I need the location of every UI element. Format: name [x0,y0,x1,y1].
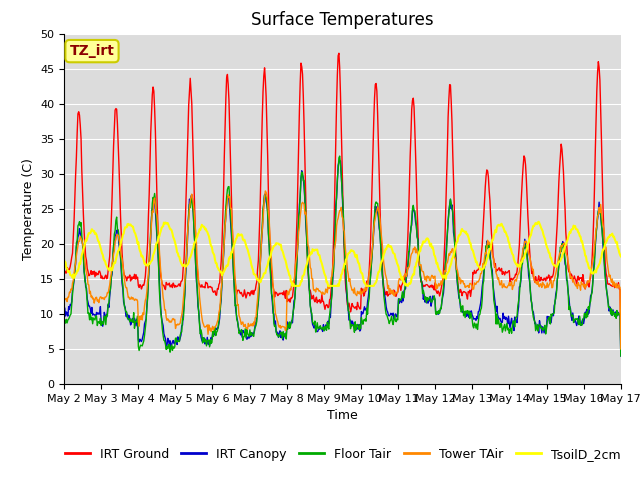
TsoilD_2cm [60,257,68,263]
Tower TAir [60,296,68,302]
IRT Ground [70,217,78,223]
Tower TAir [214,319,221,324]
Tower TAir [70,271,78,276]
IRT Canopy [127,320,135,326]
IRT Ground [335,50,343,56]
TsoilD_2cm [535,219,543,225]
Line: Floor Tair: Floor Tair [64,156,621,356]
TsoilD_2cm [127,223,135,229]
IRT Canopy [617,353,625,359]
IRT Canopy [411,212,419,217]
Line: IRT Canopy: IRT Canopy [64,161,621,356]
Line: TsoilD_2cm: TsoilD_2cm [64,222,621,286]
IRT Ground [214,286,221,292]
IRT Canopy [214,325,221,331]
Tower TAir [617,346,625,352]
IRT Canopy [60,313,68,319]
Text: TZ_irt: TZ_irt [70,44,115,58]
Tower TAir [262,188,269,194]
TsoilD_2cm [70,275,78,281]
Floor Tair [184,226,192,231]
Floor Tair [336,153,344,159]
TsoilD_2cm [289,283,296,289]
Floor Tair [214,328,221,334]
IRT Ground [411,126,419,132]
IRT Ground [617,346,625,352]
Floor Tair [70,276,78,282]
Line: IRT Ground: IRT Ground [64,53,621,349]
IRT Ground [428,284,435,290]
Floor Tair [411,208,419,214]
Y-axis label: Temperature (C): Temperature (C) [22,158,35,260]
Floor Tair [428,299,435,305]
Title: Surface Temperatures: Surface Temperatures [251,11,434,29]
TsoilD_2cm [411,264,419,270]
IRT Ground [60,269,68,275]
IRT Canopy [184,226,192,232]
IRT Canopy [336,158,344,164]
Floor Tair [60,318,68,324]
Floor Tair [617,353,625,359]
X-axis label: Time: Time [327,409,358,422]
IRT Ground [127,274,135,280]
IRT Canopy [70,277,78,283]
Line: Tower TAir: Tower TAir [64,191,621,349]
TsoilD_2cm [617,253,625,259]
Tower TAir [184,225,192,230]
TsoilD_2cm [428,241,435,247]
Floor Tair [127,318,135,324]
IRT Ground [184,128,192,134]
IRT Canopy [428,303,435,309]
Tower TAir [127,294,135,300]
TsoilD_2cm [214,264,221,270]
Legend: IRT Ground, IRT Canopy, Floor Tair, Tower TAir, TsoilD_2cm: IRT Ground, IRT Canopy, Floor Tair, Towe… [60,443,625,466]
Tower TAir [428,274,435,280]
TsoilD_2cm [184,261,192,267]
Tower TAir [411,244,419,250]
